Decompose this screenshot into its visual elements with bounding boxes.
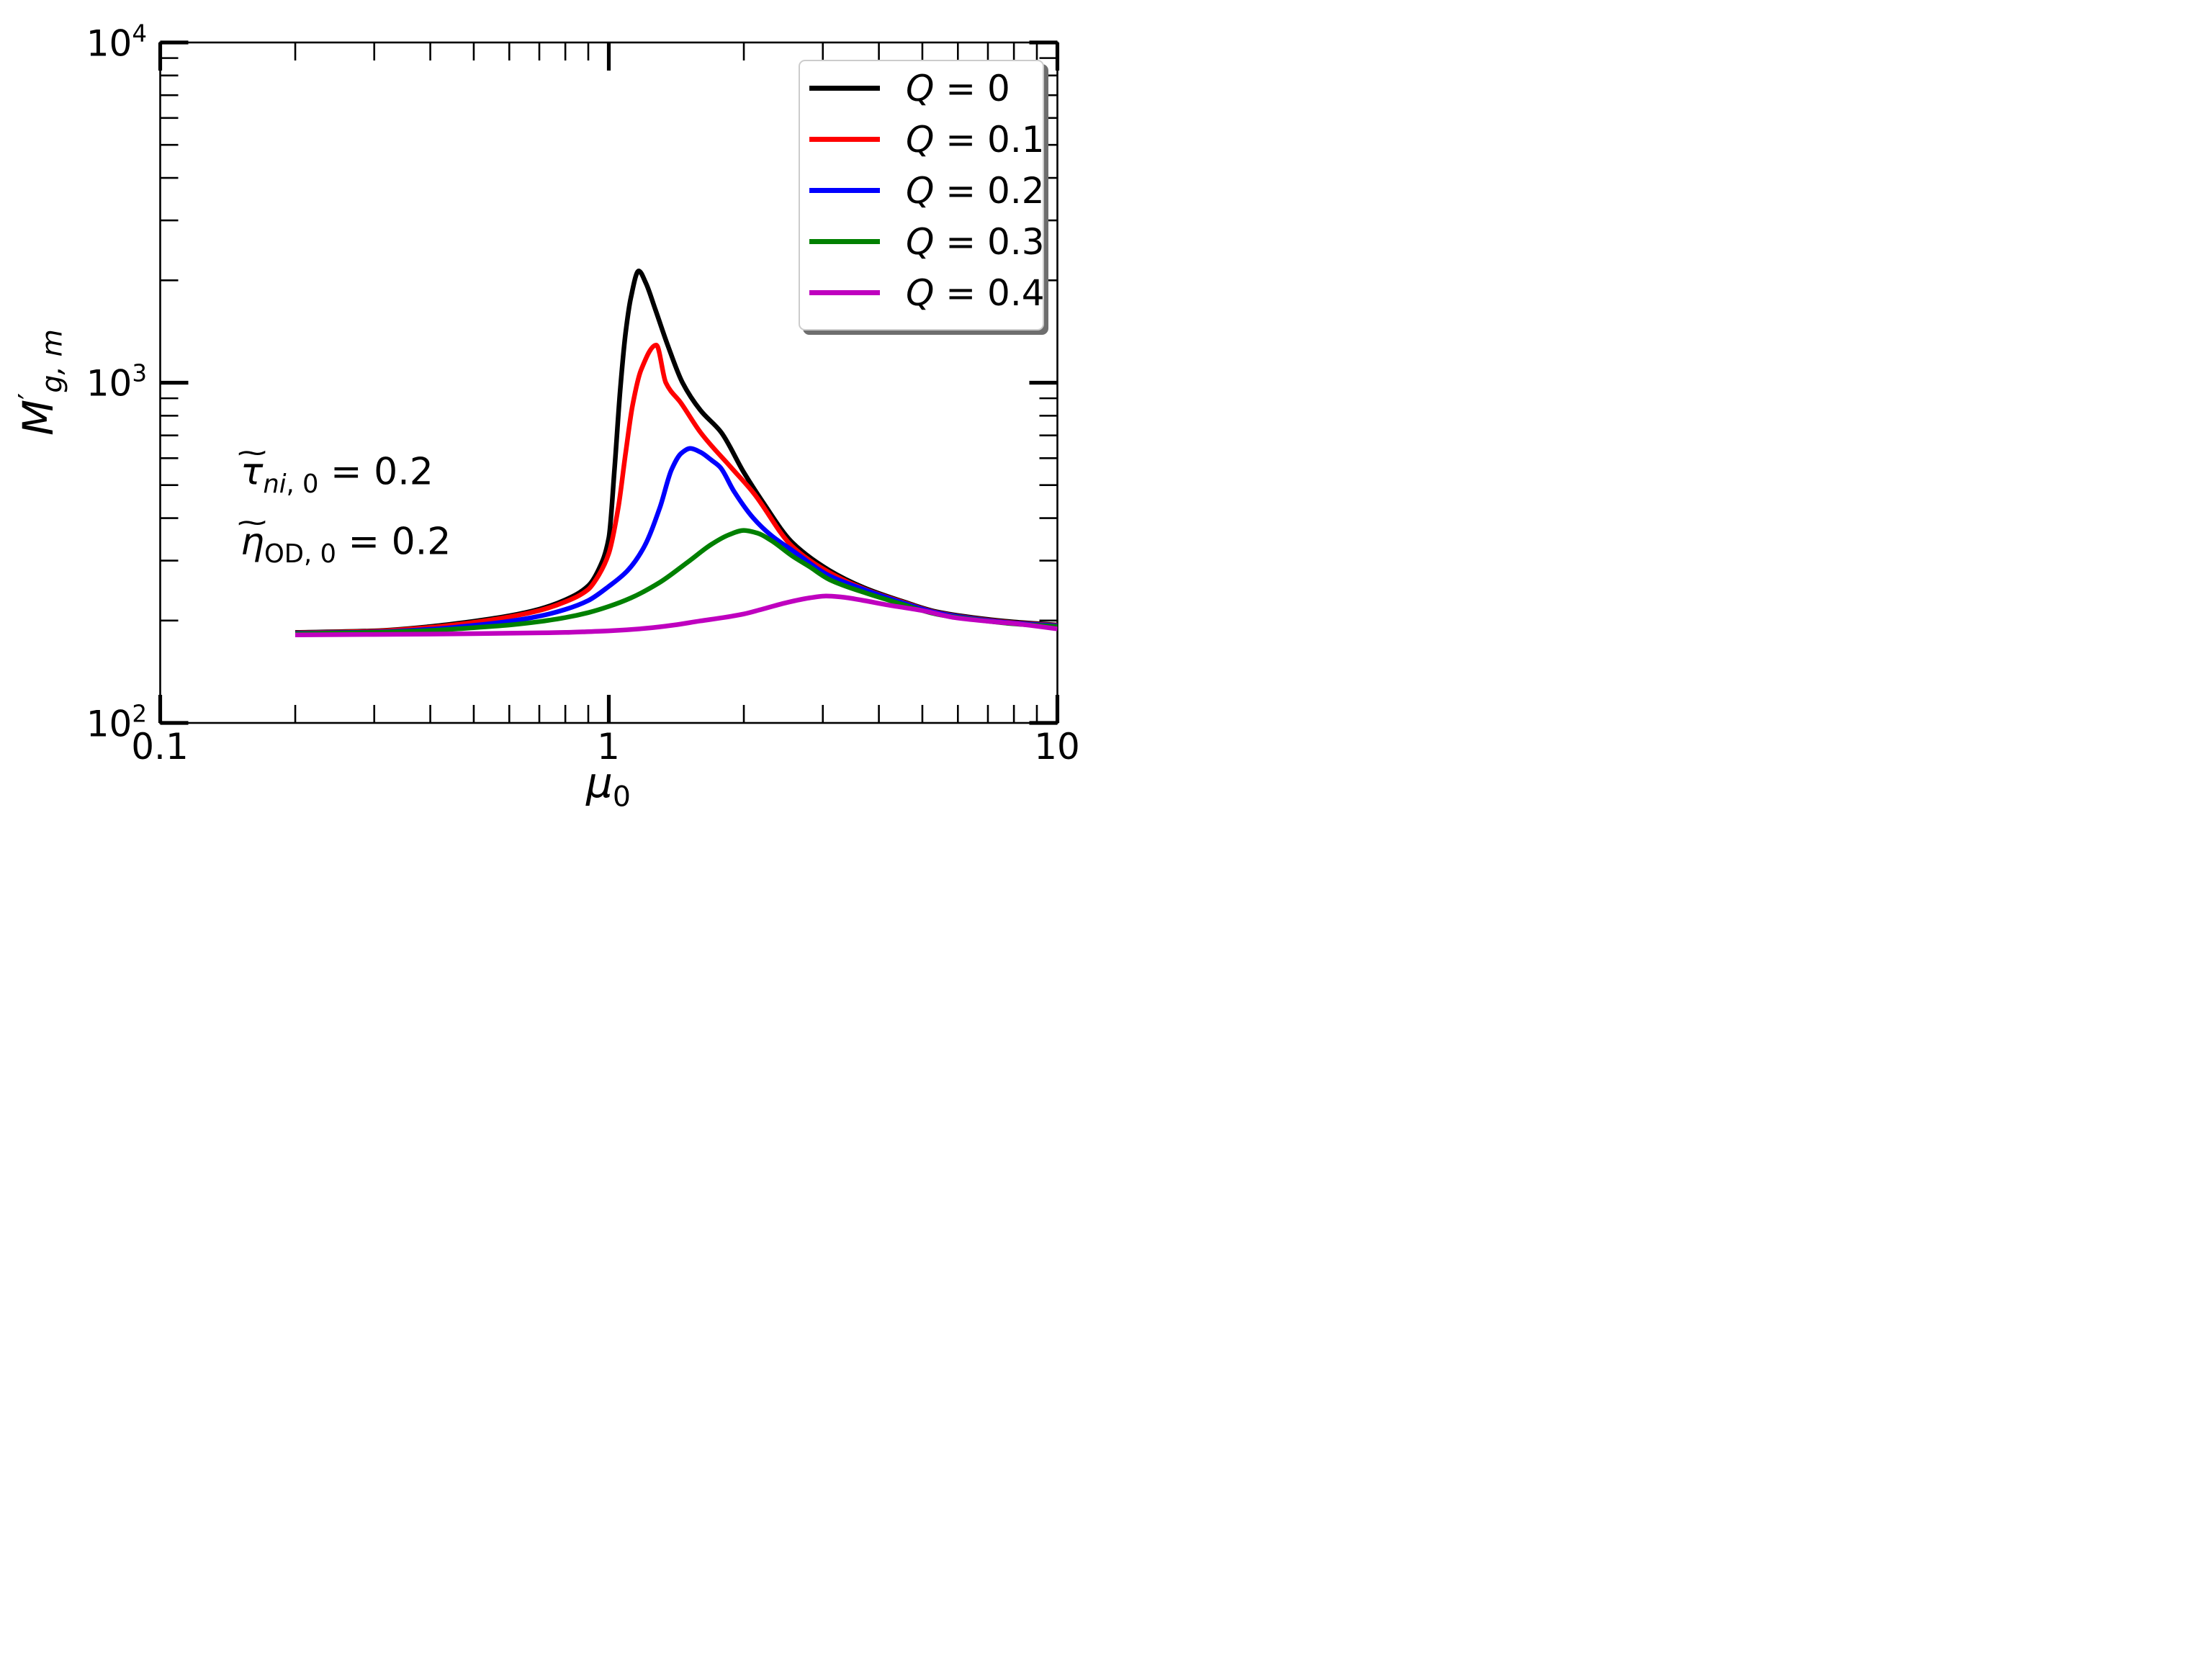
legend-line — [809, 86, 880, 91]
y-axis-label: M′g, m — [12, 329, 69, 436]
tilde-accent: ~ τ — [234, 436, 270, 494]
legend-label: Q = 0.2 — [906, 169, 1045, 212]
legend-label: Q = 0 — [906, 67, 1010, 109]
legend-entry: Q = 0.1 — [800, 114, 1045, 165]
legend-entry: Q = 0.4 — [800, 267, 1045, 318]
curve-q-2 — [295, 446, 1058, 636]
y-tick-label-1e3: 103 — [86, 359, 147, 405]
y-tick-label-1e4: 104 — [86, 19, 147, 65]
tilde-accent: ~ η — [234, 506, 270, 564]
legend-entry: Q = 0.2 — [800, 165, 1045, 216]
x-axis-label: μ0 — [586, 758, 631, 814]
legend-line — [809, 290, 880, 295]
curve-q-4 — [295, 593, 1058, 637]
legend-label: Q = 0.4 — [906, 271, 1045, 314]
legend-label: Q = 0.1 — [906, 118, 1045, 161]
legend-line — [809, 137, 880, 142]
x-tick-label-0p1: 0.1 — [131, 726, 189, 768]
curves — [295, 269, 1058, 637]
plot-canvas — [158, 40, 1060, 725]
annotation-eta: ~ ηOD, 0 = 0.2 — [234, 506, 451, 570]
legend-entry: Q = 0.3 — [800, 216, 1045, 267]
curve-q-3 — [295, 528, 1058, 637]
annotation-tau: ~ τni, 0 = 0.2 — [234, 436, 433, 500]
legend-line — [809, 188, 880, 193]
x-tick-label-10: 10 — [1034, 726, 1080, 768]
legend-entry: Q = 0 — [800, 63, 1043, 114]
legend-line — [809, 239, 880, 244]
legend-label: Q = 0.3 — [906, 220, 1045, 263]
x-tick-label-1: 1 — [597, 726, 620, 768]
y-tick-label-1e2: 102 — [86, 700, 147, 745]
figure: { "axes": { "xlabel": {"base": "μ", "sub… — [0, 0, 1106, 830]
legend-box: Q = 0 Q = 0.1 Q = 0.2 Q = 0.3 Q = 0.4 — [799, 60, 1045, 331]
axis-ticks — [158, 40, 1060, 725]
